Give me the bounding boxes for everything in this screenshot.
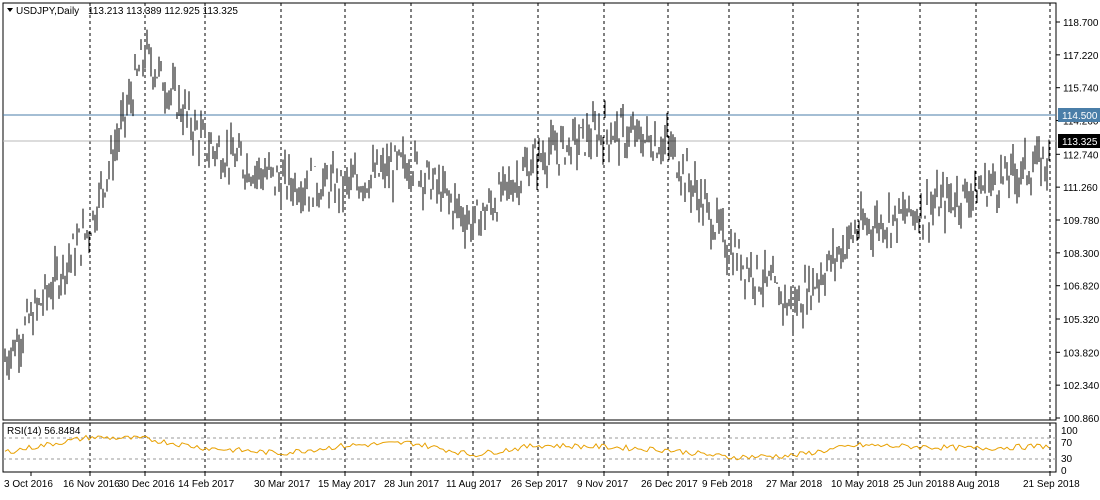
- time-tick-label: 8 Aug 2018: [949, 479, 1000, 490]
- price-tick-label: 117.220: [1063, 51, 1099, 62]
- current-price-text: 113.325: [1062, 137, 1098, 148]
- price-tick-label: 118.700: [1063, 18, 1099, 29]
- time-tick-label: 30 Mar 2017: [254, 479, 311, 490]
- rsi-tick-label: 0: [1061, 466, 1067, 477]
- time-tick-label: 21 Sep 2018: [1023, 479, 1080, 490]
- vertical-gridlines: [89, 3, 1051, 472]
- price-tick-label: 115.740: [1063, 84, 1099, 95]
- price-tick-label: 109.780: [1063, 216, 1100, 227]
- price-tick-label: 114.260: [1063, 117, 1099, 128]
- symbol-header: USDJPY,Daily 113.213 113.389 112.925 113…: [7, 6, 238, 17]
- price-tick-label: 105.320: [1063, 315, 1100, 326]
- price-tick-label: 108.300: [1063, 249, 1100, 260]
- price-tick-label: 103.820: [1063, 348, 1100, 359]
- rsi-indicator-label: RSI(14) 56.8484: [7, 426, 81, 437]
- time-tick-label: 30 Dec 2016: [118, 479, 175, 490]
- time-tick-label: 27 Mar 2018: [766, 479, 823, 490]
- time-tick-label: 26 Sep 2017: [511, 479, 568, 490]
- time-tick-label: 9 Feb 2018: [702, 479, 753, 490]
- time-tick-label: 25 Jun 2018: [893, 479, 948, 490]
- symbol-label: USDJPY,Daily: [16, 6, 79, 17]
- rsi-tick-label: 100: [1061, 426, 1078, 437]
- rsi-tick-label: 30: [1061, 454, 1073, 465]
- time-tick-label: 15 May 2017: [318, 479, 376, 490]
- time-tick-label: 26 Dec 2017: [641, 479, 698, 490]
- price-bars: [4, 29, 1050, 380]
- time-tick-label: 11 Aug 2017: [446, 479, 502, 490]
- ohlc-values: 113.213 113.389 112.925 113.325: [88, 6, 238, 17]
- rsi-tick-label: 70: [1061, 438, 1073, 449]
- price-panel-frame: [2, 2, 1057, 421]
- dropdown-triangle-icon[interactable]: [7, 8, 13, 12]
- price-axis: 118.700 117.220 115.740 114.260 112.740 111.2…: [1056, 18, 1100, 425]
- rsi-line: [4, 434, 1050, 461]
- time-tick-label: 9 Nov 2017: [577, 479, 629, 490]
- time-tick-label: 3 Oct 2016: [4, 479, 53, 490]
- price-tick-label: 100.860: [1063, 414, 1100, 425]
- price-tick-label: 112.740: [1063, 150, 1099, 161]
- time-tick-label: 14 Feb 2017: [178, 479, 235, 490]
- current-price-label: 113.325: [1058, 134, 1100, 148]
- rsi-panel-frame: [2, 422, 1057, 473]
- time-tick-label: 10 May 2018: [831, 479, 889, 490]
- rsi-level-lines: [3, 437, 1056, 460]
- resistance-price-label[interactable]: 114.500: [1058, 108, 1100, 122]
- resistance-price-text: 114.500: [1062, 111, 1098, 122]
- time-tick-label: 28 Jun 2017: [384, 479, 439, 490]
- price-tick-label: 111.260: [1063, 183, 1098, 194]
- time-tick-label: 16 Nov 2016: [63, 479, 120, 490]
- price-tick-label: 106.820: [1063, 282, 1100, 293]
- price-tick-label: 102.340: [1063, 381, 1100, 392]
